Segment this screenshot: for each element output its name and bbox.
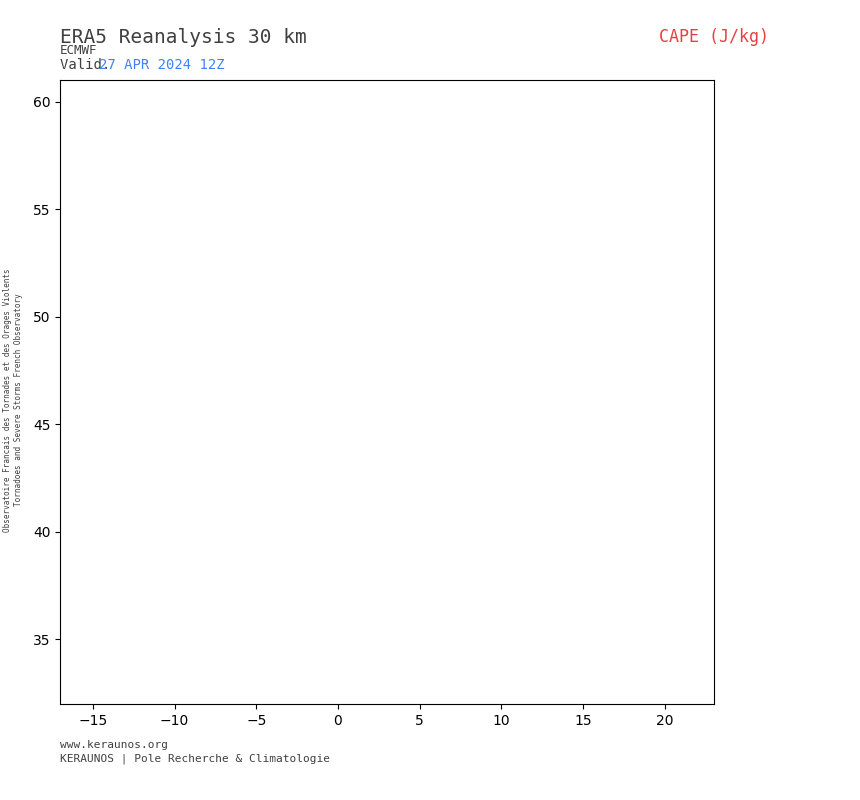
Text: 27 APR 2024 12Z: 27 APR 2024 12Z xyxy=(99,58,224,71)
Text: Observatoire Francais des Tornades et des Orages Violents
Tornadoes and Severe S: Observatoire Francais des Tornades et de… xyxy=(3,268,22,532)
Text: Valid.: Valid. xyxy=(60,58,119,71)
Text: www.keraunos.org: www.keraunos.org xyxy=(60,740,169,750)
Text: CAPE (J/kg): CAPE (J/kg) xyxy=(659,28,769,46)
Text: ECMWF: ECMWF xyxy=(60,44,98,57)
Text: ERA5 Reanalysis 30 km: ERA5 Reanalysis 30 km xyxy=(60,28,307,47)
Text: KERAUNOS | Pole Recherche & Climatologie: KERAUNOS | Pole Recherche & Climatologie xyxy=(60,754,330,764)
